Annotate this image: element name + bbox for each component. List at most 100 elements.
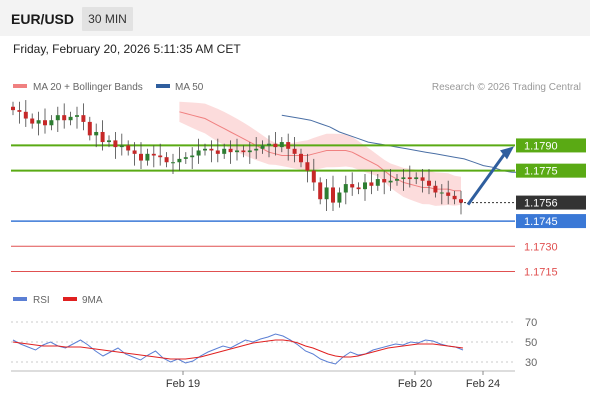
candle-down (139, 153, 143, 161)
candle-up (324, 187, 329, 200)
candle-up (68, 116, 73, 121)
candle-down (305, 162, 310, 171)
candle-down (433, 185, 438, 193)
x-tick-label: Feb 19 (166, 378, 200, 390)
candle-up (119, 145, 124, 148)
candle-down (331, 187, 335, 203)
candle-up (107, 140, 111, 143)
rsi-ma-line (12, 339, 464, 360)
timeframe-label: 30 MIN (88, 12, 127, 26)
x-tick-label: Feb 20 (398, 378, 432, 390)
candle-down (427, 180, 431, 186)
level-label-1.1730: 1.1730 (524, 241, 558, 253)
datetime-label: Friday, February 20, 2026 5:11:35 AM CET (13, 42, 241, 56)
rsi-tick-70: 70 (525, 317, 537, 329)
candle-down (273, 143, 278, 148)
symbol-label[interactable]: EUR/USD (11, 11, 74, 27)
level-label-bg-1.1745 (516, 214, 586, 229)
candles-layer (11, 100, 463, 215)
ma50-legend-swatch (156, 84, 170, 88)
candle-down (286, 142, 291, 149)
candle-up (222, 148, 227, 154)
candle-up (247, 150, 252, 153)
candle-down (62, 115, 67, 121)
rsi-ma-legend-swatch (63, 297, 77, 301)
candle-down (356, 187, 361, 190)
ma20-line (179, 111, 461, 192)
candle-down (459, 199, 463, 203)
timeframe-button[interactable] (82, 7, 133, 31)
candle-up (190, 155, 195, 158)
candle-down (369, 182, 374, 186)
candle-up (75, 115, 79, 117)
level-label-1.1745: 1.1745 (524, 216, 558, 228)
candle-up (171, 162, 175, 164)
candle-down (164, 157, 169, 163)
candle-up (401, 177, 406, 180)
level-label-1.1756: 1.1756 (524, 198, 558, 210)
candle-up (439, 192, 444, 194)
ma20-legend-swatch (13, 84, 27, 88)
candle-up (36, 120, 41, 124)
candle-up (337, 192, 342, 203)
candle-down (43, 120, 47, 126)
candle-down (241, 150, 246, 153)
rsi-tick-30: 30 (525, 357, 537, 369)
candle-up (388, 180, 393, 183)
rsi-ma-legend-label: 9MA (82, 295, 103, 306)
level-label-bg-1.1790 (516, 138, 586, 153)
candle-up (395, 179, 399, 181)
level-label-1.1775: 1.1775 (524, 166, 558, 178)
candle-down (87, 121, 92, 136)
candle-up (414, 177, 419, 180)
candle-down (151, 153, 156, 156)
level-labels-layer: 1.1790 1.1775 1.1756 1.1745 1.1730 1.1715 (516, 138, 586, 279)
forecast-arrow-head (500, 146, 514, 160)
candle-up (267, 143, 271, 146)
x-axis-layer: Feb 19 Feb 20 Feb 24 (166, 371, 500, 390)
candle-down (407, 177, 412, 180)
candle-up (343, 184, 348, 193)
candle-down (126, 145, 131, 151)
x-tick-label: Feb 24 (466, 378, 500, 390)
level-label-bg-1.1775 (516, 163, 586, 178)
candle-down (30, 118, 35, 124)
candle-up (254, 148, 259, 151)
candle-down (318, 182, 323, 200)
ma50-legend-label: MA 50 (175, 82, 204, 93)
rsi-legend-swatch (13, 297, 27, 301)
candle-down (452, 195, 457, 200)
candle-up (375, 179, 380, 186)
candle-down (446, 192, 451, 196)
rsi-line (12, 333, 464, 365)
candle-down (292, 148, 297, 154)
candle-down (228, 148, 233, 153)
level-label-bg-1.1756 (516, 195, 586, 210)
candle-up (260, 145, 265, 149)
source-label: Research © 2026 Trading Central (432, 82, 581, 93)
price-levels-layer (11, 144, 515, 273)
candle-down (17, 110, 22, 112)
candle-down (382, 179, 387, 183)
ma20-legend-label: MA 20 + Bollinger Bands (33, 82, 143, 93)
candle-up (279, 142, 284, 148)
candle-down (158, 155, 163, 158)
candle-up (94, 131, 99, 136)
candle-down (215, 150, 220, 154)
level-label-1.1790: 1.1790 (524, 140, 558, 152)
rsi-legend-label: RSI (33, 295, 50, 306)
candle-down (81, 115, 86, 122)
candle-up (55, 115, 60, 121)
candle-up (49, 120, 54, 126)
candle-down (311, 170, 316, 183)
candle-down (113, 140, 118, 148)
candle-up (196, 150, 201, 156)
level-label-1.1715: 1.1715 (524, 267, 558, 279)
candle-down (132, 150, 137, 154)
candle-up (145, 153, 150, 161)
rsi-tick-50: 50 (525, 337, 537, 349)
candle-down (11, 106, 15, 111)
rsi-layer: 70 50 30 (11, 317, 537, 369)
